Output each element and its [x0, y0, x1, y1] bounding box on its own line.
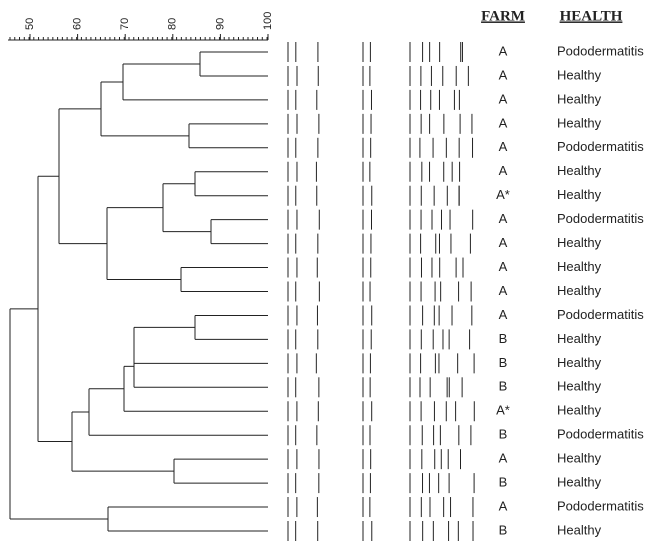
farm-label: A: [499, 163, 508, 178]
farm-label: A: [499, 139, 508, 154]
farm-label: A*: [496, 403, 510, 418]
axis-tick-label: 60: [72, 18, 84, 30]
health-label: Healthy: [557, 331, 602, 346]
axis-tick-label: 90: [214, 18, 226, 30]
health-label: Healthy: [557, 522, 602, 537]
health-label: Healthy: [557, 235, 602, 250]
farm-label: B: [499, 331, 508, 346]
health-label: Healthy: [557, 259, 602, 274]
axis-tick-label: 50: [24, 18, 36, 30]
health-header: HEALTH: [560, 8, 623, 24]
health-label: Healthy: [557, 451, 602, 466]
farm-label: B: [499, 522, 508, 537]
health-label: Healthy: [557, 91, 602, 106]
health-label: Healthy: [557, 187, 602, 202]
farm-label: B: [499, 355, 508, 370]
health-label: Healthy: [557, 403, 602, 418]
health-label: Pododermatitis: [557, 498, 644, 513]
farm-label: A: [499, 211, 508, 226]
figure: FARM HEALTH 50 60 70 80 90 100 A Pododermatitis…: [0, 0, 652, 543]
health-label: Pododermatitis: [557, 43, 644, 58]
axis-tick-label: 80: [167, 18, 179, 30]
farm-label: A: [499, 259, 508, 274]
axis-tick-label: 70: [119, 18, 131, 30]
health-label: Pododermatitis: [557, 139, 644, 154]
health-label: Healthy: [557, 115, 602, 130]
health-label: Pododermatitis: [557, 211, 644, 226]
farm-label: A: [499, 235, 508, 250]
health-label: Pododermatitis: [557, 427, 644, 442]
farm-label: B: [499, 427, 508, 442]
farm-label: A: [499, 451, 508, 466]
farm-label: A: [499, 283, 508, 298]
health-label: Healthy: [557, 379, 602, 394]
farm-label: A*: [496, 187, 510, 202]
farm-label: A: [499, 307, 508, 322]
health-label: Healthy: [557, 163, 602, 178]
health-label: Healthy: [557, 355, 602, 370]
health-label: Pododermatitis: [557, 307, 644, 322]
farm-label: A: [499, 115, 508, 130]
axis-tick-label: 100: [262, 12, 274, 30]
health-label: Healthy: [557, 67, 602, 82]
health-label: Healthy: [557, 475, 602, 490]
health-label: Healthy: [557, 283, 602, 298]
farm-label: A: [499, 91, 508, 106]
farm-label: A: [499, 43, 508, 58]
farm-label: A: [499, 498, 508, 513]
farm-header: FARM: [481, 8, 525, 24]
farm-label: A: [499, 67, 508, 82]
farm-label: B: [499, 379, 508, 394]
farm-label: B: [499, 475, 508, 490]
